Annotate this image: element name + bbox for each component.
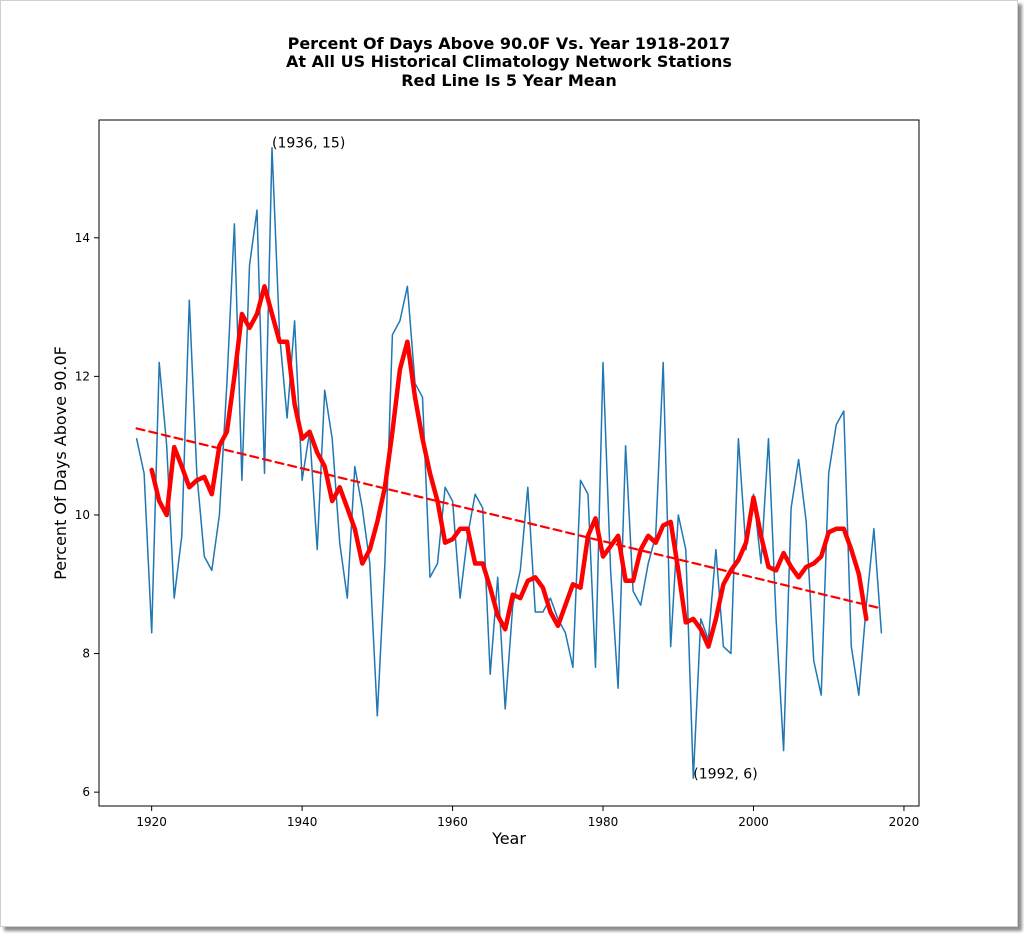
y-axis-label: Percent Of Days Above 90.0F: [51, 346, 70, 580]
y-tick-label: 8: [82, 647, 90, 661]
chart-title-line-3: Red Line Is 5 Year Mean: [401, 71, 617, 90]
y-tick-label: 14: [75, 231, 90, 245]
x-tick-label: 2000: [738, 815, 769, 829]
chart-title-line-2: At All US Historical Climatology Network…: [286, 52, 732, 71]
five-year-mean-line: [149, 284, 869, 649]
trend-line: [135, 427, 883, 610]
x-tick-label: 1920: [136, 815, 167, 829]
y-tick-label: 10: [75, 508, 90, 522]
x-tick-label: 1980: [588, 815, 619, 829]
y-tick-label: 6: [82, 785, 90, 799]
y-axis-ticks: 6 8 10 12 14: [75, 231, 99, 799]
x-tick-label: 1940: [287, 815, 318, 829]
plot-area: [98, 119, 920, 807]
x-tick-label: 2020: [889, 815, 920, 829]
series-layer: [135, 146, 883, 780]
x-axis-label: Year: [491, 829, 526, 848]
x-axis-ticks: 1920 1940 1960 1980 2000 2020: [136, 806, 919, 829]
annotation-max: (1936, 15): [272, 136, 345, 152]
chart-title-line-1: Percent Of Days Above 90.0F Vs. Year 191…: [288, 34, 731, 53]
annotation-min: (1992, 6): [693, 766, 757, 782]
x-tick-label: 1960: [437, 815, 468, 829]
y-tick-label: 12: [75, 369, 90, 383]
annual-series-line: [135, 146, 883, 780]
